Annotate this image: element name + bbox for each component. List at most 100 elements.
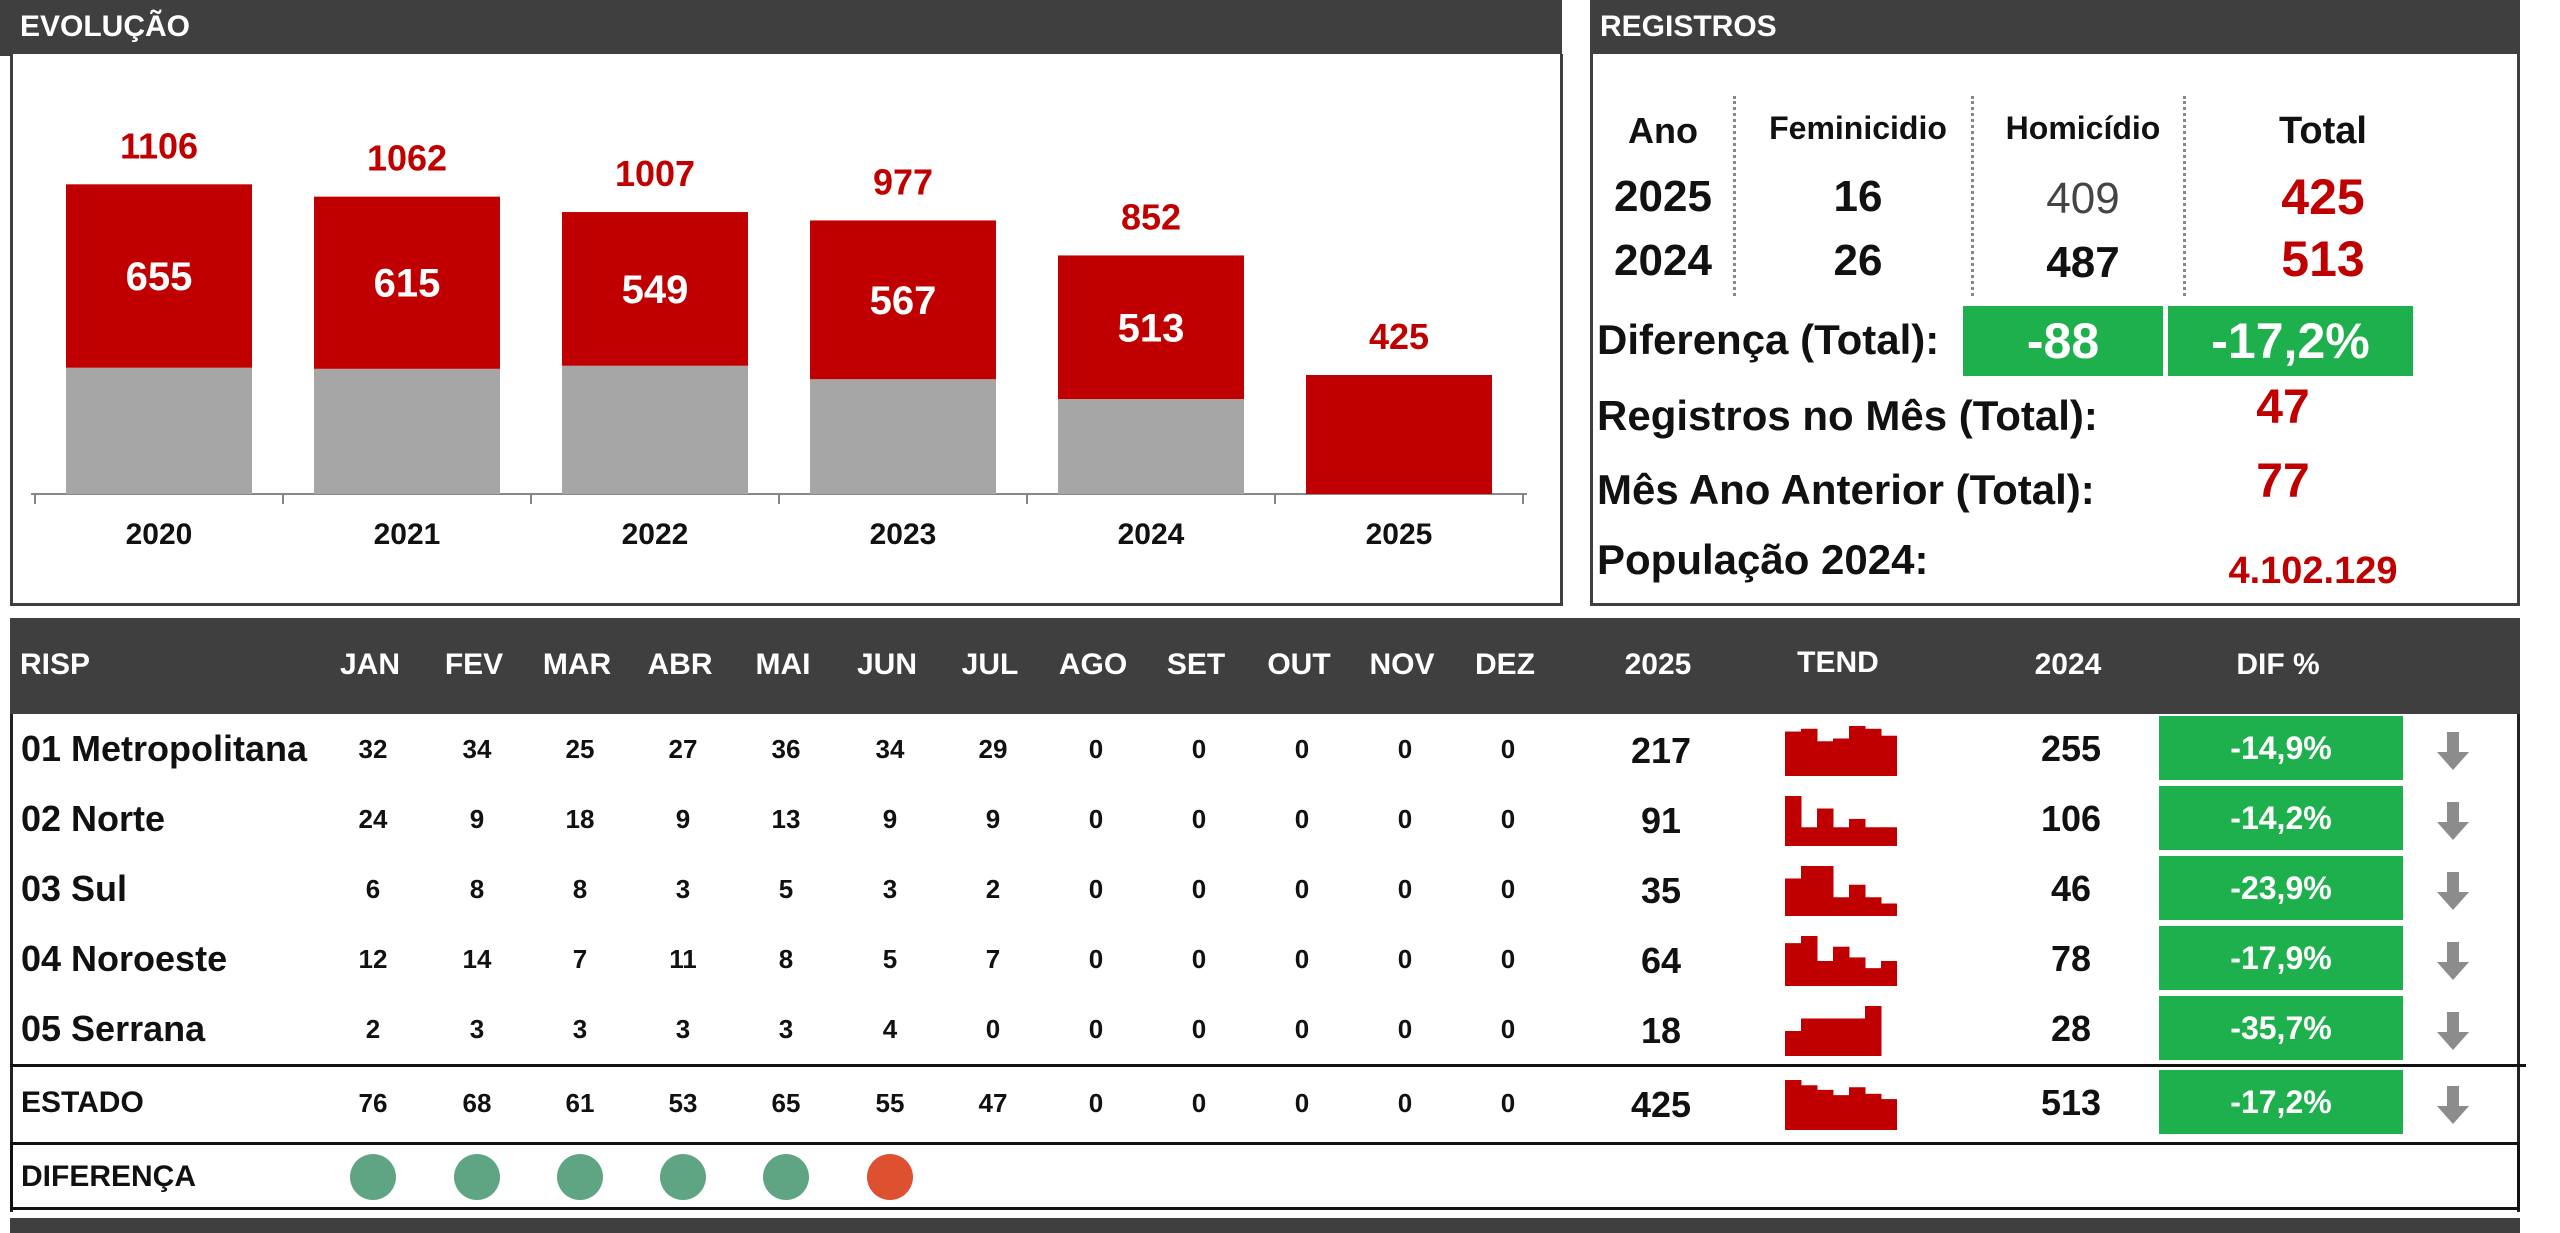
col-header-2024: 2024 bbox=[2034, 648, 2102, 681]
month-value: 65 bbox=[771, 1088, 801, 1118]
month-value: 0 bbox=[1191, 734, 1207, 764]
month-col-header: DEZ bbox=[1475, 648, 1535, 681]
trend-bar bbox=[1817, 866, 1834, 916]
bar-base bbox=[810, 379, 996, 494]
total-2025-value: 18 bbox=[1640, 1010, 1682, 1051]
arrow-down-icon bbox=[2437, 1086, 2469, 1124]
reg-mes-anterior-value: 77 bbox=[2256, 455, 2310, 508]
month-col-header: AGO bbox=[1058, 648, 1128, 681]
registros-header: REGISTROS bbox=[1590, 0, 2520, 56]
bar-total-label: 1007 bbox=[615, 153, 695, 194]
dif-pct-badge: -23,9% bbox=[2159, 856, 2403, 920]
month-value: 0 bbox=[1500, 734, 1516, 764]
month-value: 0 bbox=[1397, 734, 1413, 764]
trend-bar bbox=[1865, 827, 1882, 846]
total-2025-value: 217 bbox=[1630, 730, 1692, 771]
bar-base bbox=[66, 367, 252, 494]
bar-total-label: 1062 bbox=[367, 138, 447, 179]
month-value: 7 bbox=[985, 944, 1001, 974]
trend-bar bbox=[1817, 808, 1834, 846]
total-2025-value: 91 bbox=[1640, 800, 1682, 841]
status-circle bbox=[660, 1154, 706, 1200]
col-header-tend: TEND bbox=[1797, 646, 1879, 679]
month-col-header: JUN bbox=[856, 648, 917, 681]
month-value: 0 bbox=[1397, 1088, 1413, 1118]
x-tick-label: 2020 bbox=[126, 518, 193, 551]
reg-header-ano: Ano bbox=[1628, 110, 1698, 151]
month-value: 0 bbox=[1397, 804, 1413, 834]
reg-row-feminicidio: 26 bbox=[1833, 236, 1883, 285]
month-value: 27 bbox=[668, 734, 698, 764]
status-circle bbox=[867, 1154, 913, 1200]
month-value: 0 bbox=[1088, 874, 1104, 904]
month-value: 0 bbox=[1191, 1014, 1207, 1044]
col-header-2025: 2025 bbox=[1624, 648, 1692, 681]
month-value: 9 bbox=[469, 804, 485, 834]
month-value: 68 bbox=[462, 1088, 492, 1118]
trend-bar bbox=[1785, 731, 1802, 776]
reg-mes-value: 47 bbox=[2256, 381, 2310, 434]
trend-bar bbox=[1865, 1006, 1882, 1056]
reg-sep-2 bbox=[1971, 96, 1974, 296]
reg-header-total: Total bbox=[2279, 110, 2367, 152]
reg-diferenca-value: -88 bbox=[1963, 306, 2163, 376]
trend-bar bbox=[1881, 961, 1897, 986]
bar-total-label: 977 bbox=[873, 161, 933, 202]
month-value: 55 bbox=[875, 1088, 905, 1118]
bar-top-label: 549 bbox=[622, 268, 689, 312]
month-value: 0 bbox=[1500, 1088, 1516, 1118]
month-col-header: FEV bbox=[444, 648, 504, 681]
total-2025-value: 425 bbox=[1630, 1084, 1692, 1125]
risp-row-name: 04 Noroeste bbox=[21, 938, 228, 979]
trend-bar bbox=[1849, 818, 1866, 846]
trend-bar bbox=[1881, 827, 1897, 846]
evolucao-header: EVOLUÇÃO bbox=[0, 0, 1562, 56]
trend-sparkline bbox=[1785, 796, 1897, 846]
trend-bar bbox=[1849, 726, 1866, 776]
bar-top-label: 567 bbox=[870, 279, 937, 323]
estado-divider bbox=[10, 1064, 2526, 1067]
month-value: 8 bbox=[469, 874, 485, 904]
month-value: 3 bbox=[882, 874, 898, 904]
month-value: 3 bbox=[675, 1014, 691, 1044]
month-col-header: NOV bbox=[1369, 648, 1435, 681]
bar-base bbox=[1058, 399, 1244, 494]
status-circle bbox=[350, 1154, 396, 1200]
month-value: 0 bbox=[985, 1014, 1001, 1044]
reg-header-homicidio: Homicídio bbox=[2005, 110, 2161, 146]
month-value: 0 bbox=[1294, 874, 1310, 904]
trend-bar bbox=[1801, 1018, 1818, 1056]
dif-pct-badge: -14,2% bbox=[2159, 786, 2403, 850]
month-col-header: MAI bbox=[755, 648, 811, 681]
trend-bar bbox=[1849, 1018, 1866, 1056]
month-value: 0 bbox=[1294, 944, 1310, 974]
x-tick-label: 2025 bbox=[1366, 518, 1433, 551]
month-value: 8 bbox=[778, 944, 794, 974]
month-col-header: MAR bbox=[542, 648, 612, 681]
footer-bar bbox=[10, 1218, 2520, 1233]
col-header-dif: DIF % bbox=[2236, 648, 2320, 681]
month-value: 5 bbox=[882, 944, 898, 974]
risp-header-bar: RISP JAN FEV MAR ABR MAI JUN JUL AGO SET OUT NOV DEZ… bbox=[10, 618, 2520, 714]
reg-row-total: 425 bbox=[2281, 169, 2365, 225]
evolucao-title: EVOLUÇÃO bbox=[20, 10, 191, 43]
x-tick-label: 2024 bbox=[1118, 518, 1185, 551]
dif-pct-badge: -17,2% bbox=[2159, 1070, 2403, 1134]
month-value: 9 bbox=[985, 804, 1001, 834]
trend-bar bbox=[1865, 897, 1882, 916]
evolucao-panel: 655 1106 2020 615 1062 2021 549 1007 2022 567 977 2… bbox=[10, 54, 1563, 606]
reg-mes-anterior-label: Mês Ano Anterior (Total): bbox=[1597, 466, 2095, 513]
total-2024-value: 255 bbox=[2040, 728, 2102, 769]
trend-bar bbox=[1785, 1031, 1802, 1056]
reg-diferenca-pct: -17,2% bbox=[2168, 306, 2413, 376]
status-circle bbox=[557, 1154, 603, 1200]
month-value: 0 bbox=[1088, 1014, 1104, 1044]
month-value: 11 bbox=[669, 944, 697, 974]
trend-bar bbox=[1865, 1093, 1882, 1130]
month-value: 0 bbox=[1294, 734, 1310, 764]
total-2024-value: 78 bbox=[2050, 938, 2092, 979]
trend-bar bbox=[1833, 1018, 1850, 1056]
dif-pct-badge: -35,7% bbox=[2159, 996, 2403, 1060]
evolucao-chart: 655 1106 2020 615 1062 2021 549 1007 2022 567 977 2… bbox=[31, 125, 1527, 551]
month-value: 0 bbox=[1191, 944, 1207, 974]
